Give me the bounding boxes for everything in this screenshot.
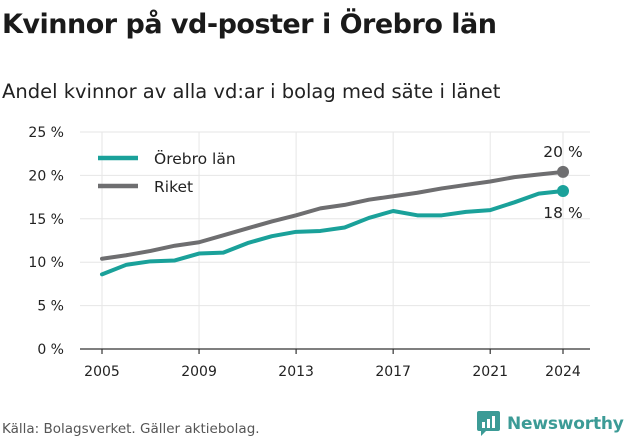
data-point-orebro: [512, 200, 516, 204]
source-note: Källa: Bolagsverket. Gäller aktiebolag.: [2, 421, 260, 437]
y-tick-label: 20 %: [28, 168, 64, 184]
data-point-orebro: [415, 213, 419, 217]
brand-logo: Newsworthy: [476, 410, 624, 437]
data-point-orebro: [440, 213, 444, 217]
data-point-riket: [440, 186, 444, 190]
data-point-orebro: [149, 259, 153, 263]
data-point-orebro: [197, 252, 201, 256]
data-point-orebro: [246, 241, 250, 245]
data-point-orebro: [221, 251, 225, 255]
end-labels: 18 % 20 %: [543, 143, 582, 222]
data-point-riket: [367, 198, 371, 202]
legend-label-orebro: Örebro län: [154, 149, 236, 168]
series-layer: [100, 165, 569, 277]
data-point-riket: [488, 179, 492, 183]
data-point-riket: [149, 249, 153, 253]
data-point-riket: [512, 175, 516, 179]
data-point-riket: [415, 191, 419, 195]
legend-label-riket: Riket: [154, 178, 193, 196]
newsworthy-logo-icon: [477, 411, 500, 436]
chart-title: Kvinnor på vd-poster i Örebro län: [2, 9, 497, 40]
x-tick-label: 2013: [278, 364, 314, 380]
data-point-orebro: [173, 258, 177, 262]
chart-subtitle: Andel kvinnor av alla vd:ar i bolag med …: [2, 80, 501, 103]
data-point-riket: [124, 253, 128, 257]
data-point-riket: [318, 206, 322, 210]
y-tick-label: 5 %: [37, 299, 64, 315]
brand-name: Newsworthy: [507, 413, 624, 434]
data-point-orebro: [100, 272, 104, 276]
data-point-orebro: [367, 216, 371, 220]
x-tick-label: 2005: [84, 364, 120, 380]
data-point-riket: [173, 244, 177, 248]
y-tick-label: 0 %: [37, 342, 64, 358]
x-tick-label: 2009: [181, 364, 217, 380]
data-point-riket: [221, 233, 225, 237]
legend: Örebro län Riket: [98, 149, 236, 196]
y-tick-label: 15 %: [28, 212, 64, 228]
data-point-riket: [537, 173, 541, 177]
end-marker-riket: [557, 165, 569, 178]
end-marker-orebro: [557, 185, 569, 198]
data-point-riket: [270, 219, 274, 223]
x-tick-label: 2021: [472, 364, 508, 380]
data-point-orebro: [488, 208, 492, 212]
data-point-riket: [343, 203, 347, 207]
data-point-orebro: [343, 225, 347, 229]
data-point-orebro: [124, 263, 128, 267]
x-tick-label: 2024: [545, 364, 581, 380]
data-point-riket: [464, 183, 468, 187]
data-point-riket: [294, 213, 298, 217]
data-point-riket: [246, 226, 250, 230]
data-point-orebro: [464, 210, 468, 214]
data-point-orebro: [294, 230, 298, 234]
data-point-orebro: [391, 209, 395, 213]
end-label-riket: 20 %: [543, 143, 582, 161]
series-line-riket: [100, 169, 565, 261]
end-label-orebro: 18 %: [543, 204, 582, 222]
x-tick-label: 2017: [375, 364, 411, 380]
series-line-orebro: [100, 189, 565, 277]
data-point-riket: [391, 194, 395, 198]
data-point-orebro: [537, 192, 541, 196]
data-point-riket: [197, 240, 201, 244]
y-tick-label: 25 %: [28, 125, 64, 141]
y-tick-label: 10 %: [28, 255, 64, 271]
data-point-orebro: [270, 234, 274, 238]
data-point-orebro: [318, 229, 322, 233]
data-point-riket: [100, 257, 104, 261]
axis-layer: 0 % 5 % 10 % 15 % 20 % 25 % 2005 2009 2013 2017 20…: [28, 125, 590, 380]
